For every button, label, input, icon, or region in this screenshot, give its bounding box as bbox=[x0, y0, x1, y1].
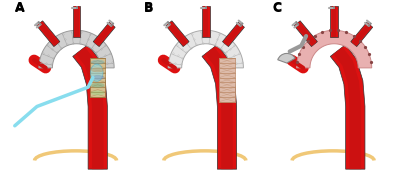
Polygon shape bbox=[332, 6, 336, 37]
Polygon shape bbox=[73, 45, 107, 169]
Text: B: B bbox=[144, 2, 154, 15]
Text: C: C bbox=[272, 2, 282, 15]
Polygon shape bbox=[74, 6, 79, 37]
Polygon shape bbox=[295, 22, 316, 46]
Text: A: A bbox=[15, 2, 24, 15]
Polygon shape bbox=[202, 6, 210, 37]
Polygon shape bbox=[38, 22, 59, 46]
Polygon shape bbox=[352, 23, 372, 46]
Polygon shape bbox=[351, 22, 373, 47]
Polygon shape bbox=[168, 30, 244, 68]
Polygon shape bbox=[73, 6, 80, 37]
Polygon shape bbox=[330, 45, 365, 169]
Bar bbox=[219, 58, 235, 102]
Polygon shape bbox=[37, 21, 60, 47]
Text: A: A bbox=[15, 1, 24, 14]
Ellipse shape bbox=[91, 83, 104, 88]
Polygon shape bbox=[333, 47, 361, 169]
Text: B: B bbox=[144, 1, 154, 14]
Polygon shape bbox=[222, 22, 244, 47]
Polygon shape bbox=[93, 22, 115, 47]
Bar bbox=[90, 58, 106, 97]
Ellipse shape bbox=[91, 60, 104, 65]
Polygon shape bbox=[294, 21, 317, 47]
Polygon shape bbox=[296, 30, 372, 68]
Polygon shape bbox=[39, 30, 114, 68]
Polygon shape bbox=[224, 23, 243, 46]
Text: C: C bbox=[272, 1, 282, 14]
Wedge shape bbox=[278, 53, 295, 63]
Polygon shape bbox=[205, 47, 233, 169]
Polygon shape bbox=[76, 47, 104, 169]
Ellipse shape bbox=[91, 67, 104, 72]
Polygon shape bbox=[202, 45, 237, 169]
Polygon shape bbox=[167, 22, 188, 46]
Ellipse shape bbox=[91, 75, 104, 80]
Polygon shape bbox=[166, 21, 189, 47]
Ellipse shape bbox=[91, 90, 104, 95]
Ellipse shape bbox=[90, 64, 103, 81]
Polygon shape bbox=[94, 23, 114, 46]
Polygon shape bbox=[203, 6, 208, 37]
Polygon shape bbox=[330, 6, 338, 37]
